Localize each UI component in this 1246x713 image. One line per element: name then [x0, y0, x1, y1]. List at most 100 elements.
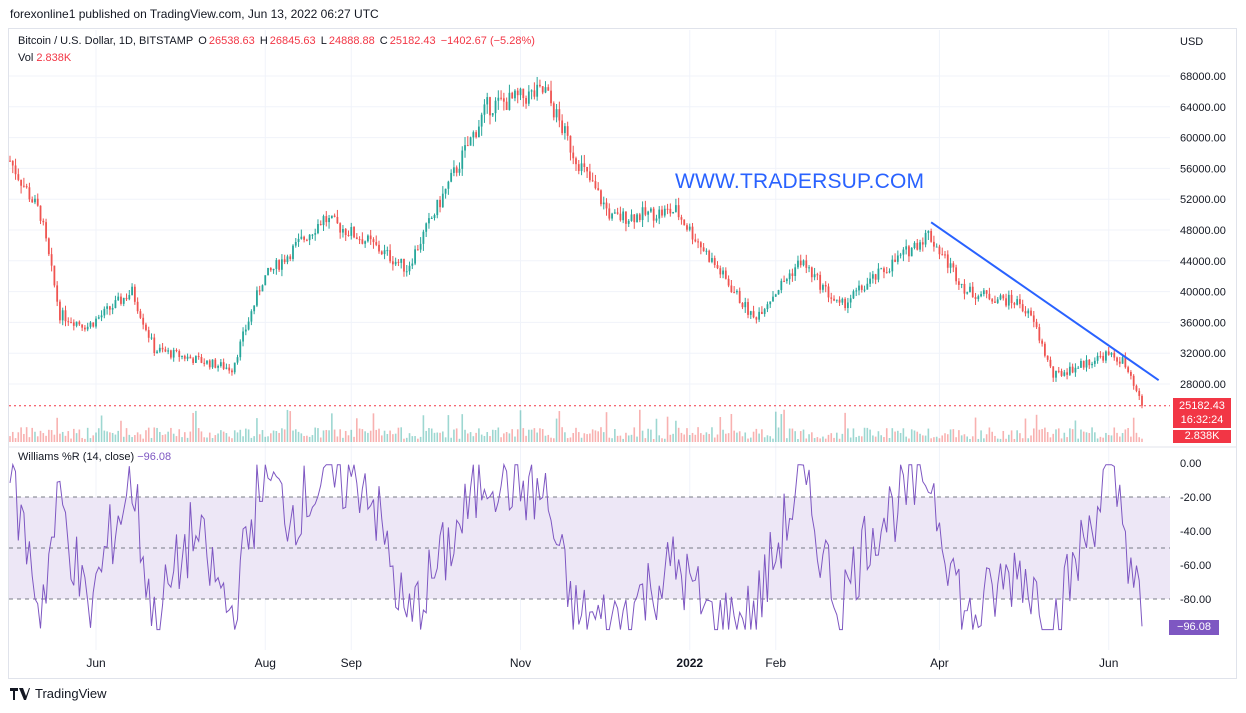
- volume-bar: [713, 437, 716, 442]
- volume-bar: [902, 428, 905, 442]
- open-label: O: [198, 35, 207, 47]
- volume-bar: [258, 434, 261, 442]
- footer-brand[interactable]: TradingView: [10, 686, 107, 701]
- candle-body: [813, 274, 816, 278]
- candle-body: [957, 281, 960, 285]
- candle-body: [791, 273, 794, 276]
- volume-bar: [1002, 430, 1005, 442]
- time-axis: Jun Aug Sep Nov 2022 Feb Apr Jun: [86, 656, 1118, 670]
- volume-bar: [61, 431, 64, 442]
- volume-bar: [958, 430, 960, 442]
- volume-bar: [525, 435, 527, 442]
- volume-bar: [744, 432, 747, 442]
- candle-body: [347, 235, 350, 237]
- williams-axis: 0.00 -20.00 -40.00 -60.00 -80.00: [1180, 458, 1211, 606]
- volume-bar: [45, 435, 47, 442]
- volume-bar: [367, 432, 369, 442]
- volume-bar: [125, 428, 128, 442]
- volume-bar: [888, 438, 891, 442]
- volume-bar: [833, 437, 835, 442]
- candle-body: [580, 163, 583, 172]
- volume-bar: [1074, 420, 1077, 442]
- volume-bar: [977, 438, 980, 442]
- candle-body: [1080, 360, 1082, 368]
- candle-body: [95, 318, 97, 327]
- volume-bar: [860, 436, 863, 442]
- candle-body: [1049, 359, 1052, 367]
- candle-body: [988, 293, 991, 300]
- candle-body: [863, 289, 866, 291]
- volume-bar: [763, 437, 766, 442]
- candle-body: [42, 220, 45, 223]
- volume-bar: [364, 431, 366, 442]
- candle-body: [636, 214, 638, 223]
- volume-bar: [100, 415, 103, 442]
- candle-body: [539, 84, 541, 87]
- volume-bar: [23, 433, 25, 442]
- change-value: −1402.67 (−5.28%): [440, 35, 535, 47]
- volume-bar: [281, 428, 283, 442]
- candle-body: [969, 286, 971, 293]
- volume-bar: [347, 435, 350, 442]
- time-tick-label: 2022: [676, 656, 703, 670]
- candle-body: [569, 135, 572, 153]
- volume-bar: [652, 438, 655, 442]
- candle-body: [1085, 359, 1088, 368]
- candle-body: [1141, 395, 1143, 406]
- volume-bar: [1055, 429, 1057, 442]
- publish-line: forexonline1 published on TradingView.co…: [10, 7, 379, 21]
- candle-body: [747, 302, 749, 315]
- volume-bar: [966, 436, 969, 442]
- candle-body: [81, 324, 84, 328]
- volume-bar: [433, 432, 436, 442]
- candle-body: [1116, 357, 1118, 362]
- volume-bar: [92, 435, 95, 442]
- candle-body: [400, 258, 403, 263]
- candle-body: [289, 256, 292, 259]
- volume-bar: [339, 429, 341, 442]
- volume-bar: [572, 433, 575, 442]
- candle-body: [661, 209, 663, 216]
- candle-body: [858, 285, 860, 291]
- volume-bar: [444, 437, 447, 442]
- volume-bar: [786, 438, 788, 442]
- volume-bar: [1121, 433, 1124, 442]
- volume-bar: [458, 438, 461, 442]
- volume-bar: [614, 429, 616, 442]
- candle-body: [111, 308, 114, 310]
- volume-bar: [9, 436, 11, 442]
- candle-body: [31, 199, 34, 203]
- candle-body: [860, 285, 863, 290]
- candle-body: [683, 219, 686, 226]
- volume-legend: Vol 2.838K: [18, 52, 71, 64]
- volume-bar: [308, 436, 311, 442]
- volume-bar: [910, 429, 913, 442]
- high-label: H: [259, 35, 268, 47]
- candle-body: [527, 91, 530, 104]
- volume-bar: [600, 427, 602, 442]
- candle-body: [59, 301, 61, 321]
- candle-body: [344, 228, 347, 236]
- volume-bar: [325, 429, 328, 442]
- volume-bar: [48, 429, 50, 442]
- candle-body: [921, 242, 924, 245]
- candle-body: [9, 160, 11, 162]
- williams-tick-label: 0.00: [1180, 458, 1201, 470]
- candle-body: [378, 244, 380, 252]
- volume-bar: [64, 435, 67, 442]
- volume-bar: [134, 435, 136, 442]
- candle-body: [924, 232, 927, 245]
- symbol-legend: Bitcoin / U.S. Dollar, 1D, BITSTAMP O 265…: [18, 35, 537, 47]
- volume-bar: [1091, 427, 1093, 442]
- candle-body: [780, 280, 783, 291]
- candle-body: [322, 216, 325, 226]
- volume-bar: [220, 430, 222, 442]
- candle-body: [847, 302, 849, 309]
- candle-body: [824, 285, 827, 287]
- volume-bar: [350, 429, 353, 442]
- candle-body: [200, 357, 203, 363]
- volume-bar: [577, 432, 580, 442]
- candle-body: [644, 207, 647, 215]
- candle-body: [572, 152, 575, 159]
